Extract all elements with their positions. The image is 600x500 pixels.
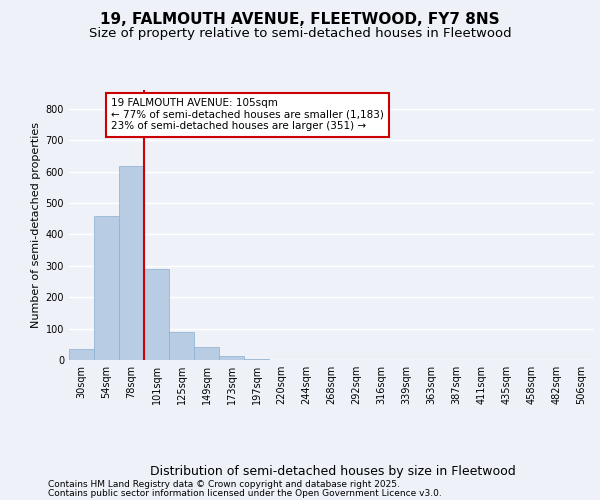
Bar	[194, 348, 219, 360]
Bar	[94, 216, 119, 360]
Y-axis label: Number of semi-detached properties: Number of semi-detached properties	[31, 122, 41, 328]
Bar	[69, 349, 94, 360]
Text: 19 FALMOUTH AVENUE: 105sqm
← 77% of semi-detached houses are smaller (1,183)
23%: 19 FALMOUTH AVENUE: 105sqm ← 77% of semi…	[111, 98, 384, 132]
Text: 19, FALMOUTH AVENUE, FLEETWOOD, FY7 8NS: 19, FALMOUTH AVENUE, FLEETWOOD, FY7 8NS	[100, 12, 500, 28]
Text: Contains public sector information licensed under the Open Government Licence v3: Contains public sector information licen…	[48, 490, 442, 498]
Bar	[144, 269, 169, 360]
Text: Size of property relative to semi-detached houses in Fleetwood: Size of property relative to semi-detach…	[89, 28, 511, 40]
Bar	[119, 166, 144, 360]
Text: Distribution of semi-detached houses by size in Fleetwood: Distribution of semi-detached houses by …	[150, 464, 516, 477]
Bar	[169, 332, 194, 360]
Text: Contains HM Land Registry data © Crown copyright and database right 2025.: Contains HM Land Registry data © Crown c…	[48, 480, 400, 489]
Bar	[219, 356, 244, 360]
